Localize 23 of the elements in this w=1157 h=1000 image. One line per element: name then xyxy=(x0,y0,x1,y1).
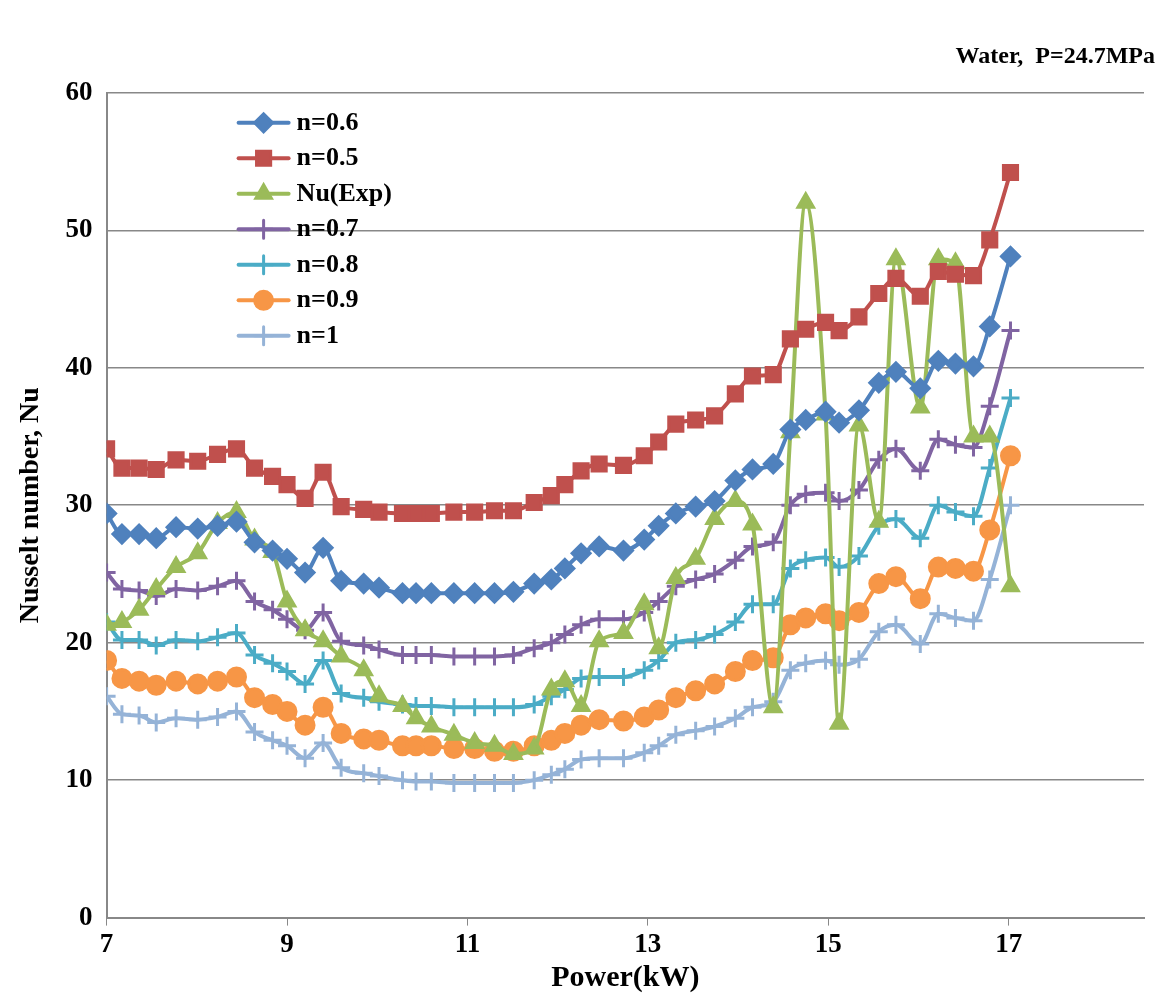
x-axis-title: Power(kW) xyxy=(551,958,700,993)
legend-label: n=0.7 xyxy=(296,213,359,243)
x-tick-label: 11 xyxy=(454,927,481,958)
x-tick-label: 7 xyxy=(99,927,114,958)
legend-label: Nu(Exp) xyxy=(296,177,392,207)
y-tick-label: 20 xyxy=(65,625,93,656)
y-tick-label: 30 xyxy=(65,488,93,519)
chart-title: Water, P=24.7MPa xyxy=(955,41,1155,68)
y-axis-title: Nusselt number, Nu xyxy=(13,387,45,624)
legend-label: n=0.5 xyxy=(296,142,359,172)
x-tick-label: 9 xyxy=(280,927,294,958)
legend-label: n=0.9 xyxy=(296,284,359,314)
y-tick-label: 50 xyxy=(65,213,93,244)
y-tick-label: 60 xyxy=(65,75,93,106)
x-tick-label: 13 xyxy=(634,927,662,958)
y-tick-label: 40 xyxy=(65,350,93,381)
legend-label: n=1 xyxy=(296,319,339,349)
x-tick-label: 15 xyxy=(814,927,842,958)
legend-label: n=0.6 xyxy=(296,106,359,136)
y-tick-label: 0 xyxy=(79,900,93,931)
legend-label: n=0.8 xyxy=(296,248,359,278)
y-tick-label: 10 xyxy=(65,763,93,794)
x-tick-label: 17 xyxy=(995,927,1023,958)
